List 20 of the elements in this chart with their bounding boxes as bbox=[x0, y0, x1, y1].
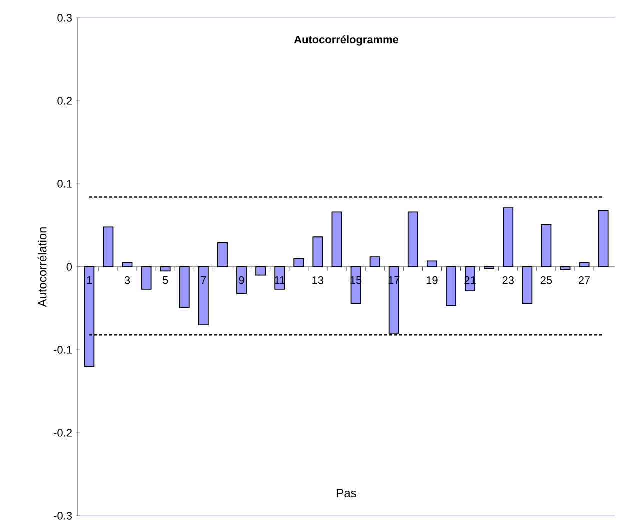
x-tick-label: 7 bbox=[201, 276, 206, 284]
x-tick-label: 27 bbox=[578, 276, 590, 284]
x-tick-label: 23 bbox=[502, 276, 514, 284]
y-axis-title: Autocorrélation bbox=[38, 228, 47, 308]
x-tick-label: 9 bbox=[239, 276, 244, 284]
x-tick-label: 5 bbox=[162, 276, 168, 284]
x-tick-label: 25 bbox=[540, 276, 552, 284]
x-tick-label: 1 bbox=[87, 276, 92, 284]
x-axis-title: Pas bbox=[337, 489, 356, 498]
y-tick-label: -0.3 bbox=[54, 512, 72, 520]
y-tick-label: -0.1 bbox=[54, 346, 72, 354]
y-tick-label: 0.2 bbox=[58, 97, 72, 105]
y-tick-label: -0.2 bbox=[54, 429, 72, 437]
x-tick-label: 3 bbox=[124, 276, 130, 284]
y-tick-label: 0 bbox=[66, 263, 72, 271]
x-tick-label: 13 bbox=[312, 276, 324, 284]
text: Autocorrélogramme bbox=[294, 35, 398, 46]
x-tick-label: 19 bbox=[426, 276, 438, 284]
y-tick-label: 0.1 bbox=[58, 180, 72, 188]
y-tick-label: 0.3 bbox=[58, 14, 72, 22]
